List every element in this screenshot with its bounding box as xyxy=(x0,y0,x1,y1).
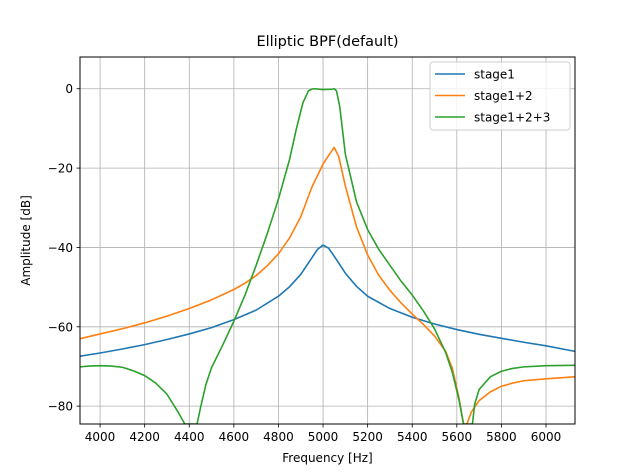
x-tick-label: 4200 xyxy=(129,430,160,444)
series-line-stage1 xyxy=(80,244,575,357)
y-tick-label: −60 xyxy=(48,320,73,334)
y-tick-label: −20 xyxy=(48,162,73,176)
x-axis-label: Frequency [Hz] xyxy=(282,451,373,465)
series-line-stage1-plus-2-plus-3 xyxy=(80,87,575,424)
x-tick-label: 4800 xyxy=(263,430,294,444)
legend: stage1 stage1+2 stage1+2+3 xyxy=(429,61,571,131)
legend-label: stage1+2+3 xyxy=(474,111,550,125)
y-tick-label: −80 xyxy=(48,400,73,414)
y-axis-label: Amplitude [dB] xyxy=(19,195,33,286)
x-tick-label: 4000 xyxy=(85,430,116,444)
legend-box xyxy=(429,61,571,131)
x-tick-label: 4400 xyxy=(174,430,205,444)
x-tick-label: 4600 xyxy=(219,430,250,444)
y-tick-label: −40 xyxy=(48,241,73,255)
series-layer xyxy=(80,87,575,424)
plot-frame xyxy=(79,56,576,425)
y-tick-label: 0 xyxy=(65,82,73,96)
legend-label: stage1 xyxy=(474,68,515,82)
x-tick-label: 5800 xyxy=(486,430,517,444)
x-tick-label: 5000 xyxy=(308,430,339,444)
ticks: 4000 4200 4400 4600 4800 5000 5200 5400 5600 5800… xyxy=(48,82,562,444)
legend-label: stage1+2 xyxy=(474,89,533,103)
chart-title: Elliptic BPF(default) xyxy=(256,34,398,50)
x-tick-label: 5600 xyxy=(442,430,473,444)
x-tick-label: 6000 xyxy=(531,430,562,444)
x-tick-label: 5200 xyxy=(352,430,383,444)
x-tick-label: 5400 xyxy=(397,430,428,444)
